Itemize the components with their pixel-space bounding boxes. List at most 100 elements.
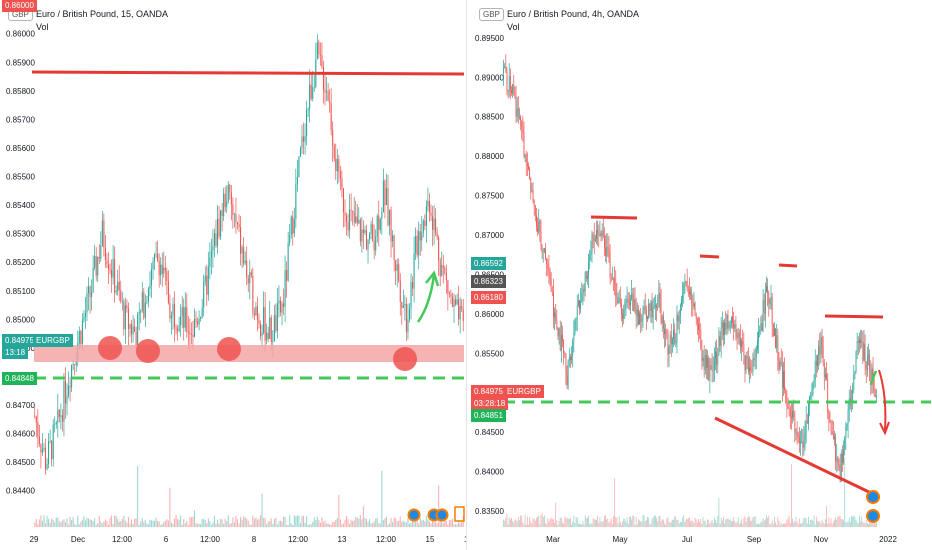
candle-body — [118, 281, 120, 291]
volume-bar — [445, 520, 447, 527]
right-chart-panel[interactable]: 0.89500 0.89000 0.88500 0.88000 0.87500 0.870… — [466, 0, 932, 550]
volume-bar — [193, 510, 196, 527]
volume-bar — [422, 519, 424, 527]
volume-bar — [764, 519, 766, 527]
volume-bar — [526, 516, 528, 527]
volume-bar — [203, 518, 205, 527]
volume-bar — [166, 519, 168, 527]
candle-body — [829, 420, 831, 423]
volume-label: Vol — [507, 22, 520, 32]
y-tick-label: 0.87000 — [475, 231, 504, 240]
volume-bar — [418, 523, 420, 527]
candle-body — [130, 324, 133, 335]
candle-body — [531, 190, 533, 192]
volume-bar — [515, 519, 517, 527]
candle-body — [545, 248, 546, 259]
volume-bar — [525, 524, 527, 527]
volume-bar — [655, 515, 656, 527]
volume-bar — [339, 519, 341, 527]
volume-bar — [461, 520, 463, 527]
candle-body — [693, 303, 695, 307]
volume-bar — [571, 524, 572, 527]
candle-body — [699, 329, 701, 331]
candle-body — [775, 328, 776, 349]
candle-body — [855, 351, 857, 372]
volume-bar — [267, 521, 269, 527]
candle-body — [726, 314, 728, 330]
volume-bar — [253, 518, 255, 527]
volume-bar — [77, 515, 79, 527]
candle-body — [761, 323, 763, 331]
candle-body — [686, 281, 688, 289]
candle-body — [557, 329, 559, 337]
green-line-price-tag: 0.84848 — [2, 372, 37, 385]
volume-bar — [719, 523, 721, 527]
candle-body — [204, 275, 206, 282]
candle-body — [388, 209, 391, 226]
currency-badge[interactable]: GBP — [479, 8, 504, 21]
candle-body — [68, 385, 70, 396]
volume-bar — [618, 516, 620, 527]
volume-bar — [727, 518, 729, 527]
volume-bar — [197, 523, 199, 527]
volume-bar — [276, 524, 278, 527]
volume-bar — [390, 517, 392, 527]
left-chart-svg[interactable]: 0.86000 0.85900 0.85800 0.85700 0.85600 0.855… — [0, 0, 466, 550]
volume-bar — [298, 515, 300, 527]
candle-body — [114, 258, 116, 293]
volume-bar — [312, 522, 314, 527]
volume-bar — [779, 524, 781, 527]
volume-bar — [846, 522, 848, 527]
candle-body — [690, 292, 691, 295]
candle-body — [61, 415, 63, 422]
volume-bar — [37, 524, 39, 527]
candle-body — [789, 409, 791, 418]
right-chart-svg[interactable]: 0.89500 0.89000 0.88500 0.88000 0.87500 0.870… — [467, 0, 932, 550]
volume-bar — [396, 521, 398, 527]
candle-body — [158, 261, 160, 276]
candle-body — [843, 449, 844, 463]
candle-body — [797, 433, 799, 437]
volume-bar — [548, 521, 550, 527]
candle-body — [584, 272, 586, 292]
candle-body — [801, 441, 803, 443]
volume-bar — [874, 522, 876, 527]
volume-bar — [649, 524, 651, 527]
candle-body — [640, 312, 642, 323]
candle-body — [852, 389, 854, 402]
volume-bar — [522, 522, 524, 527]
candle-body — [249, 272, 251, 284]
volume-bar — [310, 524, 312, 527]
candle-body — [600, 233, 602, 237]
left-chart-panel[interactable]: 0.86000 0.85900 0.85800 0.85700 0.85600 0.855… — [0, 0, 466, 550]
candle-body — [734, 324, 736, 329]
volume-bar — [530, 521, 532, 527]
volume-bar — [808, 516, 809, 527]
candle-body — [72, 364, 74, 366]
candle-body — [582, 289, 584, 294]
volume-bar — [857, 523, 859, 527]
candle-body — [861, 342, 863, 343]
volume-bar — [401, 521, 403, 527]
candle-body — [837, 457, 839, 466]
candle-body — [812, 383, 814, 394]
volume-bar — [186, 521, 188, 527]
candle-body — [86, 293, 88, 313]
volume-bar — [677, 519, 679, 527]
volume-bar — [853, 515, 855, 527]
candle-body — [760, 323, 762, 331]
volume-bar — [508, 517, 510, 527]
volume-bar — [659, 515, 661, 527]
volume-bar — [456, 524, 458, 527]
volume-bar — [130, 519, 133, 527]
volume-bar — [356, 517, 358, 527]
candle-body — [227, 184, 229, 202]
candle-body — [771, 296, 773, 325]
volume-bar — [673, 519, 674, 527]
volume-bar — [266, 523, 268, 527]
candle-body — [842, 453, 843, 463]
volume-bar — [652, 517, 654, 527]
volume-bar — [863, 521, 865, 527]
candle-body — [344, 212, 346, 216]
volume-bar — [630, 516, 631, 527]
